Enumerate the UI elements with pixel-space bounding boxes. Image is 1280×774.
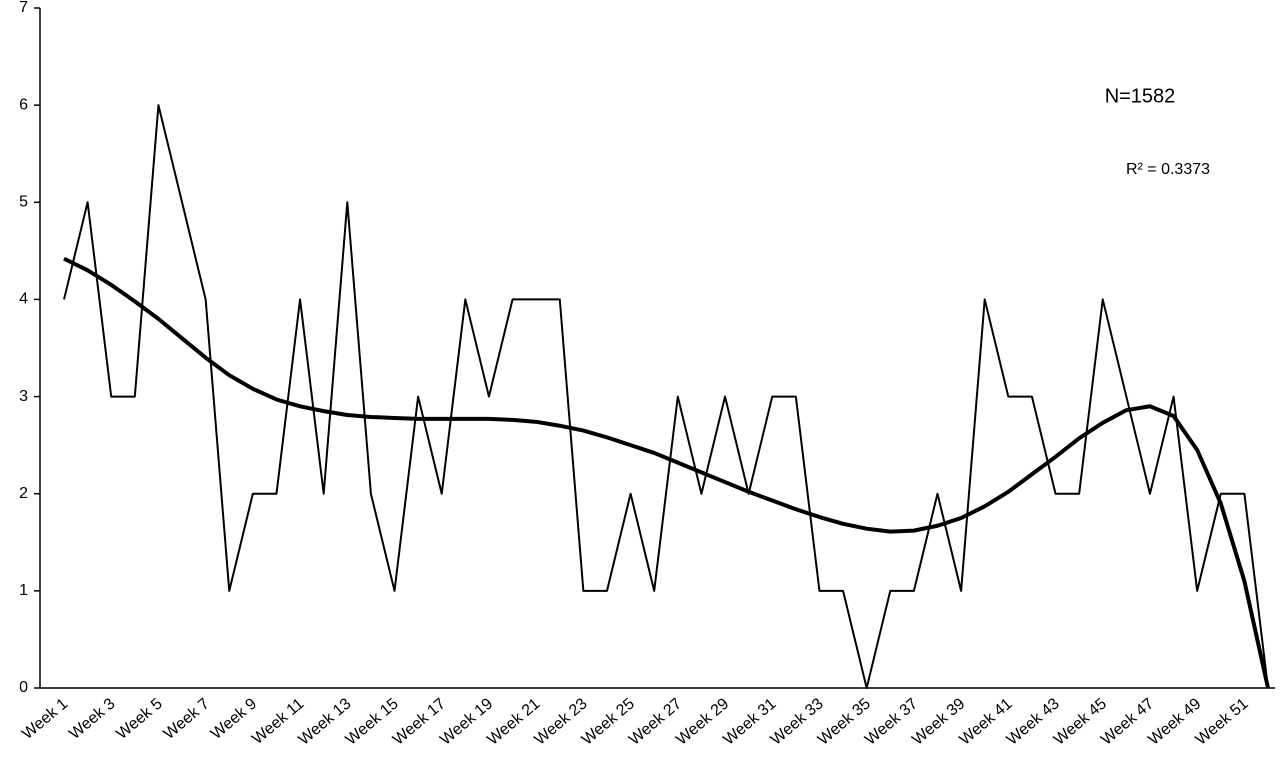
y-tick-label: 2 [19, 485, 28, 502]
y-tick-label: 3 [19, 388, 28, 405]
y-tick-label: 1 [19, 582, 28, 599]
x-tick-label: Week 3 [66, 695, 118, 743]
series-line [63, 256, 1270, 689]
y-tick-label: 0 [19, 679, 28, 696]
x-tick-label: Week 51 [1193, 695, 1252, 749]
y-tick-label: 6 [19, 96, 28, 113]
annotation: N=1582 [1105, 85, 1176, 107]
annotation: R² = 0.3373 [1126, 161, 1210, 178]
x-tick-label: Week 7 [161, 695, 213, 743]
series-line [63, 104, 1269, 689]
y-tick-label: 4 [19, 291, 28, 308]
x-tick-label: Week 1 [19, 695, 71, 743]
y-tick-label: 7 [19, 0, 28, 16]
x-tick-label: Week 5 [113, 695, 165, 743]
y-tick-label: 5 [19, 194, 28, 211]
